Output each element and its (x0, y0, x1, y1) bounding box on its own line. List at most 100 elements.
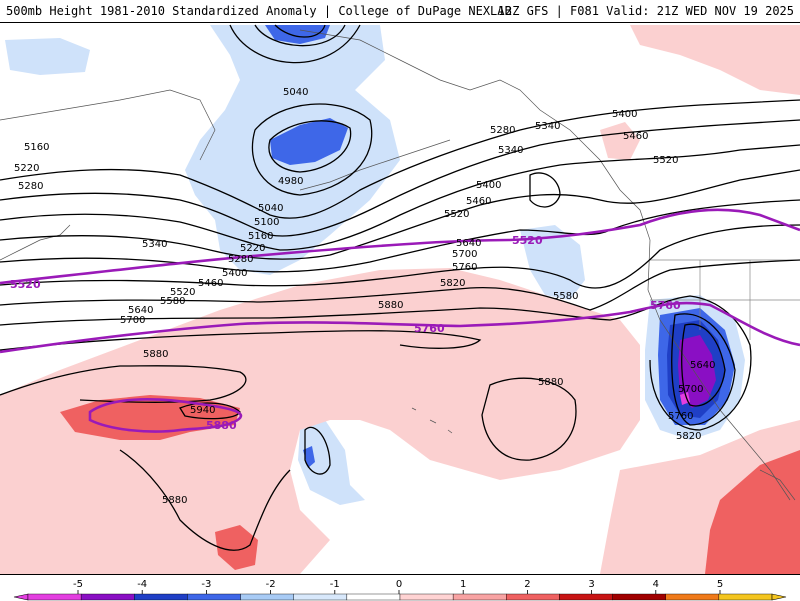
colorbar-swatch (240, 593, 294, 601)
contour-label: 5460 (198, 278, 223, 289)
coastline-japan (0, 224, 71, 261)
contour-label: 5280 (228, 254, 253, 265)
contour-label: 5820 (440, 278, 465, 289)
purple-contour-label: 5760 (414, 322, 445, 335)
neg-anomaly-small-low-core (303, 446, 315, 468)
contour-5880-west (0, 365, 247, 403)
contour-label: 5700 (452, 249, 477, 260)
neg-anomaly-core (270, 118, 348, 165)
colorbar-swatch (80, 593, 135, 601)
contour-label: 5880 (378, 300, 403, 311)
colorbar-tick-label: 3 (588, 579, 594, 590)
contour-label: 5520 (653, 155, 678, 166)
purple-contour-label: 5880 (206, 419, 237, 432)
contour-label: 5520 (444, 209, 469, 220)
contour-top-low-1 (274, 24, 326, 38)
neg-anomaly-small-low (298, 420, 365, 505)
anomaly-colorbar: -5 -4 -3 -2 -1 0 1 2 3 4 5 (0, 574, 800, 601)
contour-labels: 5160 5220 5280 5040 4980 5040 5100 5160 … (14, 87, 715, 506)
contour-label: 5880 (162, 495, 187, 506)
colorbar-left-arrow (13, 593, 29, 601)
colorbar-swatch (665, 593, 720, 601)
contour-label: 5640 (690, 360, 715, 371)
colorbar-swatch (134, 593, 188, 601)
contour-label: 5040 (258, 203, 283, 214)
contour-label: 5100 (254, 217, 279, 228)
contour-label: 5400 (476, 180, 501, 191)
contour-label: 5280 (18, 181, 43, 192)
contour-top-low-3 (229, 24, 361, 64)
colorbar-tick-label: -5 (73, 579, 83, 590)
contour-label: 5220 (240, 243, 265, 254)
contour-label: 5760 (452, 262, 477, 273)
colorbar-swatch (346, 593, 401, 601)
model-run-info: 12Z GFS | F081 Valid: 21Z WED NOV 19 202… (497, 4, 794, 18)
colorbar-swatch (27, 593, 82, 601)
colorbar-swatch (718, 593, 773, 601)
height-anomaly-map: 5160 5220 5280 5040 4980 5040 5100 5160 … (0, 23, 800, 574)
colorbar-right-arrow (771, 593, 787, 601)
map-header: 500mb Height 1981-2010 Standardized Anom… (0, 0, 800, 23)
coastline-alaska (299, 29, 651, 291)
contour-label: 5640 (128, 305, 153, 316)
colorbar-tick-label: -2 (266, 579, 276, 590)
colorbar-swatch (187, 593, 241, 601)
contour-aleutian-low-1 (268, 120, 352, 173)
reference-contours (0, 208, 800, 433)
coastline-siberia (0, 89, 216, 161)
colorbar-swatch (452, 593, 507, 601)
coastline-aleutians (299, 139, 451, 191)
contour-label: 5400 (222, 268, 247, 279)
contour-label: 5700 (120, 315, 145, 326)
colorbar-tick-label: -1 (330, 579, 340, 590)
contour-label: 5220 (14, 163, 39, 174)
contour-label: 5460 (623, 131, 648, 142)
contour-aleutian-low-2 (251, 103, 373, 196)
colorbar-tick-label: -3 (201, 579, 211, 590)
pos-anomaly-ne-corner (630, 25, 800, 95)
contour-label: 5880 (538, 377, 563, 388)
contour-top-low-2 (254, 24, 346, 47)
colorbar-swatch (559, 593, 613, 601)
colorbar-swatch (399, 593, 454, 601)
contour-label: 5280 (490, 125, 515, 136)
anomaly-shading (0, 25, 800, 574)
contour-label: 5820 (676, 431, 701, 442)
coastlines (0, 29, 800, 501)
contour-label: 4980 (278, 176, 303, 187)
height-contours (0, 24, 800, 551)
contour-label: 5580 (160, 296, 185, 307)
coastline-us-west (647, 289, 791, 501)
colorbar-swatch (506, 593, 560, 601)
colorbar-tick-label: 5 (717, 579, 723, 590)
purple-contour-label: 5760 (650, 299, 681, 312)
contour-cutoff-5640 (681, 323, 726, 407)
reference-contour-labels: 5520 5520 5760 5760 5880 (10, 234, 681, 432)
contour-label: 5340 (498, 145, 523, 156)
purple-contour-5760 (0, 301, 800, 354)
us-state-borders (650, 259, 800, 340)
pos-anomaly-southeast-core (705, 450, 800, 574)
contour-label: 5400 (612, 109, 637, 120)
contour-label: 5340 (142, 239, 167, 250)
purple-contour-5880 (88, 398, 243, 433)
contour-label: 5160 (248, 231, 273, 242)
contour-small-low (304, 426, 331, 475)
contour-cutoff-5700 (671, 313, 736, 426)
contour-5880-south (119, 449, 291, 551)
contour-label: 5520 (170, 287, 195, 298)
contour-gulf-low (529, 172, 561, 208)
contour-label: 5040 (283, 87, 308, 98)
colorbar-tick-label: 4 (653, 579, 659, 590)
purple-contour-label: 5520 (10, 278, 41, 291)
purple-contour-5520 (0, 208, 800, 285)
coastline-hawaii (411, 407, 453, 434)
colorbar-swatch (293, 593, 348, 601)
contour-label: 5640 (456, 238, 481, 249)
contour-5880-east (481, 377, 577, 461)
contour-label: 5880 (143, 349, 168, 360)
pos-anomaly-central-pacific (0, 268, 640, 574)
neg-anomaly-nw (5, 38, 90, 75)
contour-label: 5340 (535, 121, 560, 132)
neg-anomaly-gulf-trough (520, 225, 585, 300)
